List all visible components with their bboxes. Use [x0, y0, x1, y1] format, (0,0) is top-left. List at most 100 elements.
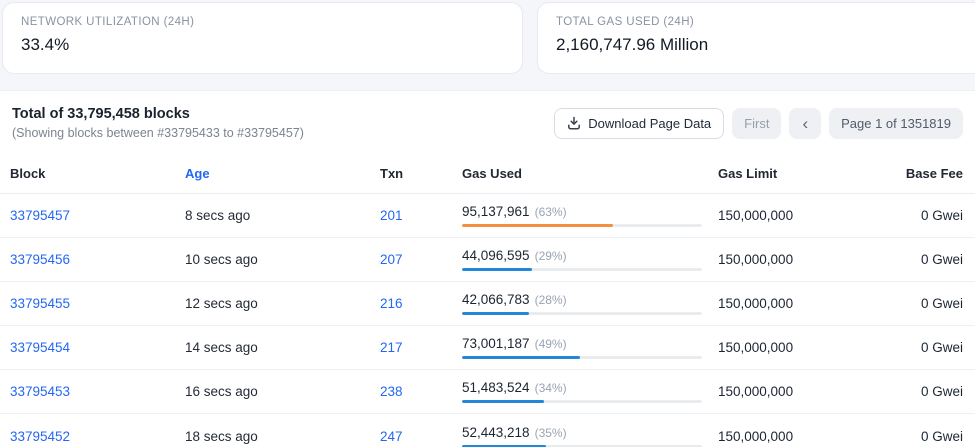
age-cell: 12 secs ago — [185, 296, 258, 311]
total-gas-used-card: TOTAL GAS USED (24H) 2,160,747.96 Millio… — [537, 2, 975, 74]
gas-used-percent: (35%) — [534, 425, 567, 440]
pagination-page-indicator[interactable]: Page 1 of 1351819 — [829, 107, 963, 139]
gas-used-cell: 51,483,524 (34%) — [462, 380, 718, 403]
txn-cell: 217 — [380, 340, 462, 355]
gas-used-cell: 95,137,961 (63%) — [462, 204, 718, 227]
gas-used-progress-track — [462, 224, 702, 227]
block-cell: 33795455 — [10, 296, 185, 311]
column-header-age[interactable]: Age — [185, 166, 210, 181]
panel-header-text: Total of 33,795,458 blocks (Showing bloc… — [12, 106, 304, 140]
gas-used-progress-track — [462, 268, 702, 271]
table-row: 33795456 10 secs ago 207 44,096,595 (29%… — [0, 238, 975, 282]
txn-cell: 201 — [380, 208, 462, 223]
blocks-panel: Total of 33,795,458 blocks (Showing bloc… — [0, 90, 975, 447]
gas-used-progress-fill — [462, 444, 546, 447]
gas-used-line: 95,137,961 (63%) — [462, 204, 718, 219]
gas-used-progress-fill — [462, 400, 544, 403]
gas-used-cell: 44,096,595 (29%) — [462, 248, 718, 271]
panel-actions: Download Page Data First ‹ Page 1 of 135… — [554, 107, 963, 139]
txn-count-link[interactable]: 201 — [380, 208, 403, 223]
age-cell: 10 secs ago — [185, 252, 258, 267]
chevron-left-icon: ‹ — [802, 113, 809, 133]
blocks-showing-subtitle: (Showing blocks between #33795433 to #33… — [12, 126, 304, 140]
network-utilization-label: NETWORK UTILIZATION (24H) — [21, 16, 195, 28]
gas-used-cell: 52,443,218 (35%) — [462, 425, 718, 447]
gas-used-progress-track — [462, 400, 702, 403]
base-fee-cell: 0 Gwei — [920, 428, 963, 444]
gas-used-progress-fill — [462, 312, 530, 315]
gas-used-percent: (34%) — [534, 381, 567, 395]
blocks-total-title: Total of 33,795,458 blocks — [12, 106, 190, 122]
column-header-block: Block — [10, 166, 46, 181]
gas-used-percent: (63%) — [534, 205, 567, 219]
base-fee-cell: 0 Gwei — [920, 208, 963, 223]
column-header-gas-limit: Gas Limit — [718, 166, 778, 181]
column-header-txn: Txn — [380, 166, 404, 181]
gas-used-value: 44,096,595 — [462, 248, 530, 263]
gas-used-value: 42,066,783 — [462, 292, 530, 307]
txn-cell: 238 — [380, 384, 462, 399]
base-fee-cell: 0 Gwei — [920, 340, 963, 355]
total-gas-used-label: TOTAL GAS USED (24H) — [556, 16, 695, 28]
block-cell: 33795456 — [10, 252, 185, 267]
gas-used-line: 42,066,783 (28%) — [462, 292, 718, 307]
gas-limit-cell: 150,000,000 — [718, 428, 794, 444]
block-cell: 33795457 — [10, 208, 185, 223]
gas-limit-cell: 150,000,000 — [718, 252, 794, 267]
age-cell: 14 secs ago — [185, 340, 258, 355]
base-fee-cell: 0 Gwei — [920, 384, 963, 399]
txn-count-link[interactable]: 217 — [380, 340, 403, 355]
pagination-prev-button[interactable]: ‹ — [789, 107, 822, 139]
gas-used-progress-track — [462, 312, 702, 315]
gas-limit-cell: 150,000,000 — [718, 340, 794, 355]
network-utilization-card: NETWORK UTILIZATION (24H) 33.4% — [2, 2, 523, 74]
stat-cards: NETWORK UTILIZATION (24H) 33.4% TOTAL GA… — [0, 0, 975, 74]
age-cell: 8 secs ago — [185, 208, 251, 223]
gas-used-line: 51,483,524 (34%) — [462, 380, 718, 395]
txn-cell: 216 — [380, 296, 462, 311]
total-gas-used-value: 2,160,747.96 Million — [556, 35, 709, 54]
download-button-label: Download Page Data — [588, 115, 712, 131]
download-page-data-button[interactable]: Download Page Data — [554, 107, 725, 139]
gas-used-value: 52,443,218 — [462, 424, 530, 440]
txn-count-link[interactable]: 216 — [380, 296, 403, 311]
column-header-gas-used: Gas Used — [462, 166, 522, 181]
table-row: 33795452 18 secs ago 247 52,443,218 (35%… — [0, 414, 975, 447]
block-number-link[interactable]: 33795454 — [10, 340, 71, 355]
gas-used-value: 95,137,961 — [462, 204, 530, 219]
gas-used-progress-track — [462, 444, 702, 447]
gas-used-progress-fill — [462, 268, 532, 271]
txn-count-link[interactable]: 238 — [380, 384, 403, 399]
pagination-first-button[interactable]: First — [732, 107, 782, 139]
table-row: 33795453 16 secs ago 238 51,483,524 (34%… — [0, 370, 975, 414]
gas-limit-cell: 150,000,000 — [718, 296, 794, 311]
gas-used-line: 52,443,218 (35%) — [462, 425, 718, 440]
age-cell: 16 secs ago — [185, 384, 258, 399]
block-number-link[interactable]: 33795455 — [10, 296, 71, 311]
gas-used-progress-track — [462, 356, 702, 359]
gas-used-progress-fill — [462, 224, 614, 227]
table-body: 33795457 8 secs ago 201 95,137,961 (63%)… — [0, 194, 975, 447]
block-number-link[interactable]: 33795453 — [10, 384, 71, 399]
block-number-link[interactable]: 33795452 — [10, 428, 71, 444]
block-cell: 33795454 — [10, 340, 185, 355]
gas-used-cell: 42,066,783 (28%) — [462, 292, 718, 315]
block-number-link[interactable]: 33795457 — [10, 208, 71, 223]
gas-used-value: 73,001,187 — [462, 336, 530, 351]
download-icon — [567, 116, 581, 130]
block-cell: 33795453 — [10, 384, 185, 399]
gas-used-progress-fill — [462, 356, 580, 359]
gas-used-cell: 73,001,187 (49%) — [462, 336, 718, 359]
txn-count-link[interactable]: 247 — [380, 428, 403, 444]
base-fee-cell: 0 Gwei — [920, 296, 963, 311]
table-header-row: Block Age Txn Gas Used Gas Limit Base Fe… — [0, 154, 975, 194]
block-number-link[interactable]: 33795456 — [10, 252, 71, 267]
txn-count-link[interactable]: 207 — [380, 252, 403, 267]
txn-cell: 207 — [380, 252, 462, 267]
gas-limit-cell: 150,000,000 — [718, 208, 794, 223]
gas-used-line: 44,096,595 (29%) — [462, 248, 718, 263]
age-cell: 18 secs ago — [185, 428, 258, 444]
network-utilization-value: 33.4% — [21, 35, 70, 54]
block-cell: 33795452 — [10, 429, 185, 444]
column-header-base-fee: Base Fee — [905, 166, 963, 181]
